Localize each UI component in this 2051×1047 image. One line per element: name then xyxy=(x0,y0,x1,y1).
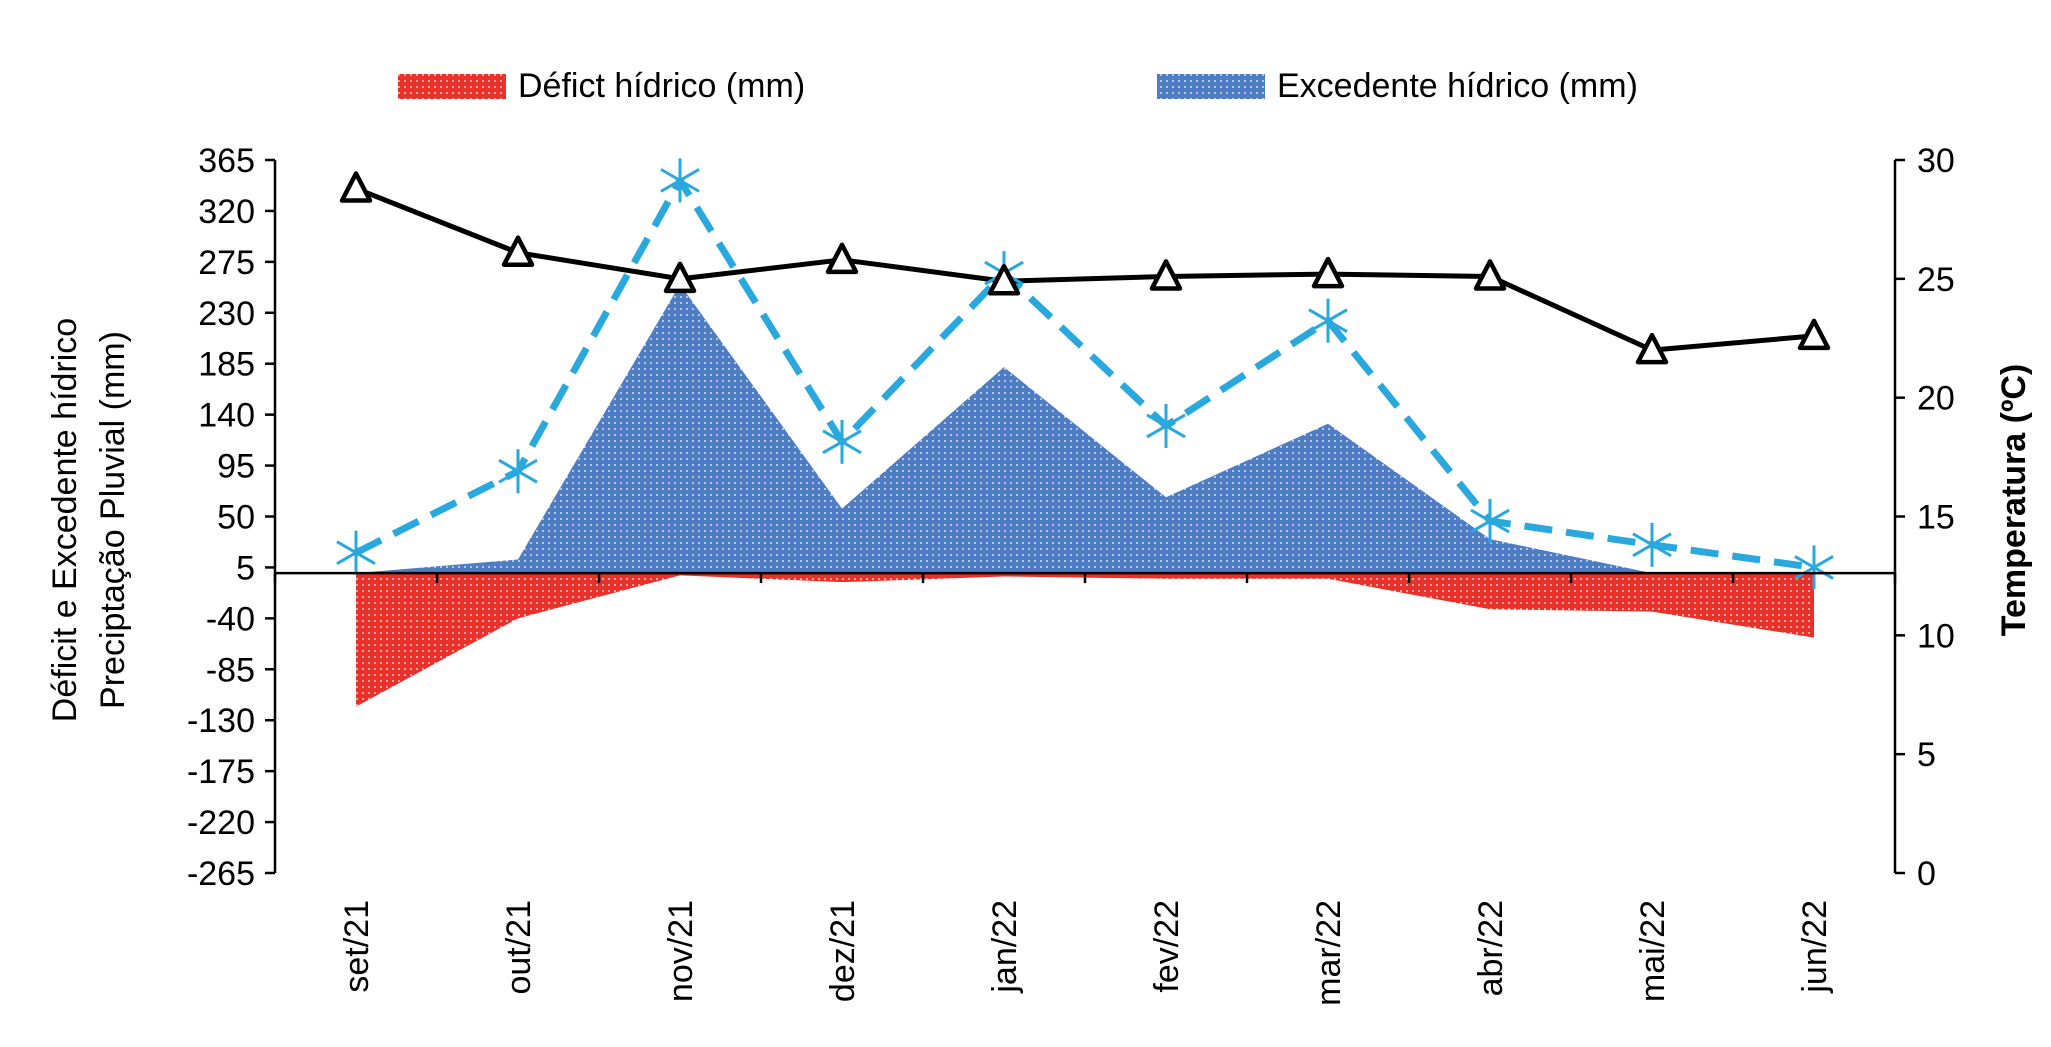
right-tick-label: 5 xyxy=(1917,736,1936,774)
temperature-point xyxy=(1149,259,1183,291)
precipitation-point-stroke xyxy=(1470,508,1510,534)
precipitation-point-stroke xyxy=(660,168,700,193)
temperature-point xyxy=(825,242,859,275)
precipitation-point-stroke xyxy=(336,540,376,566)
precipitation-point-stroke xyxy=(1794,555,1834,580)
legend-label-excedente: Excedente hídrico (mm) xyxy=(1277,67,1638,105)
left-tick-label: -175 xyxy=(187,753,255,791)
precipitation-point-stroke xyxy=(1632,532,1672,558)
x-axis-ticks: set/21 out/21 nov/21 dez/21 jan/22 fev/22 mar/… xyxy=(273,573,1897,1006)
left-tick-label: 275 xyxy=(198,244,255,282)
right-axis-ticks: 30 25 20 15 10 5 0 xyxy=(1895,142,1955,893)
left-tick-label: -85 xyxy=(206,651,255,689)
legend-label-deficit: Défict hídrico (mm) xyxy=(518,67,805,105)
legend: Défict hídrico (mm) Excedente hídrico (m… xyxy=(398,67,1638,105)
x-category-label: out/21 xyxy=(500,900,538,995)
right-tick-label: 30 xyxy=(1917,142,1955,180)
deficit-area xyxy=(356,573,1814,707)
legend-swatch-deficit xyxy=(398,74,506,99)
temperature-line xyxy=(355,186,1815,353)
left-tick-label: 185 xyxy=(198,346,255,384)
precipitation-point-stroke xyxy=(498,458,538,484)
legend-swatch-excedente xyxy=(1157,74,1265,99)
left-tick-label: -265 xyxy=(187,855,255,893)
precipitation-point xyxy=(1470,499,1510,544)
temperature-point xyxy=(1797,318,1831,351)
right-tick-label: 15 xyxy=(1917,499,1955,537)
precipitation-point xyxy=(1794,545,1834,590)
temperature-point xyxy=(1635,332,1669,365)
x-category-label: jan/22 xyxy=(986,900,1024,994)
right-tick-label: 20 xyxy=(1917,380,1955,418)
x-category-label: dez/21 xyxy=(824,900,862,1002)
precipitation-point xyxy=(1146,403,1186,448)
plot-markers xyxy=(336,158,1834,590)
left-tick-label: -220 xyxy=(187,804,255,842)
left-axis-title-line2: Preciptação Pluvial (mm) xyxy=(94,331,132,709)
temperature-point xyxy=(987,263,1021,296)
left-tick-label: 5 xyxy=(236,549,255,587)
excedente-area xyxy=(356,284,1814,574)
precipitation-point xyxy=(336,530,376,575)
precipitation-point-stroke xyxy=(1146,413,1186,439)
x-category-label: fev/22 xyxy=(1148,900,1186,993)
left-tick-label: -130 xyxy=(187,702,255,740)
temperature-point xyxy=(1311,256,1345,289)
right-axis-title: Temperatura (ºC) xyxy=(1995,364,2033,637)
precipitation-point xyxy=(660,158,700,203)
left-tick-label: 140 xyxy=(198,397,255,435)
precipitation-point xyxy=(498,449,538,494)
x-category-label: jun/22 xyxy=(1796,900,1834,994)
precipitation-point-stroke xyxy=(822,429,862,455)
precipitation-point xyxy=(822,419,862,464)
left-tick-label: 95 xyxy=(217,448,255,486)
precipitation-line xyxy=(354,176,1815,571)
left-tick-label: 230 xyxy=(198,295,255,333)
x-category-label: mar/22 xyxy=(1310,900,1348,1006)
precipitation-point-stroke xyxy=(1308,308,1348,334)
temperature-point xyxy=(663,261,697,294)
left-axis-ticks: 365 320 275 230 185 140 95 50 5 -40 -85 -130 -175 -22… xyxy=(187,142,275,893)
x-category-label: set/21 xyxy=(338,900,376,993)
left-tick-label: 320 xyxy=(198,193,255,231)
left-tick-label: 50 xyxy=(217,499,255,537)
temperature-point xyxy=(1473,259,1507,291)
precipitation-point xyxy=(1308,298,1348,343)
right-tick-label: 10 xyxy=(1917,617,1955,655)
left-tick-label: -40 xyxy=(206,600,255,638)
left-tick-label: 365 xyxy=(198,142,255,180)
x-category-label: abr/22 xyxy=(1472,900,1510,996)
right-tick-label: 0 xyxy=(1917,855,1936,893)
temperature-point xyxy=(339,171,373,203)
plot-lines xyxy=(354,176,1815,571)
x-category-label: nov/21 xyxy=(662,900,700,1002)
x-category-label: mai/22 xyxy=(1634,900,1672,1002)
temperature-point xyxy=(501,235,535,267)
right-tick-label: 25 xyxy=(1917,261,1955,299)
plot-areas xyxy=(356,284,1814,707)
left-axis-title-line1: Déficit e Excedente hídrico xyxy=(46,318,84,722)
precipitation-point xyxy=(1632,522,1672,567)
